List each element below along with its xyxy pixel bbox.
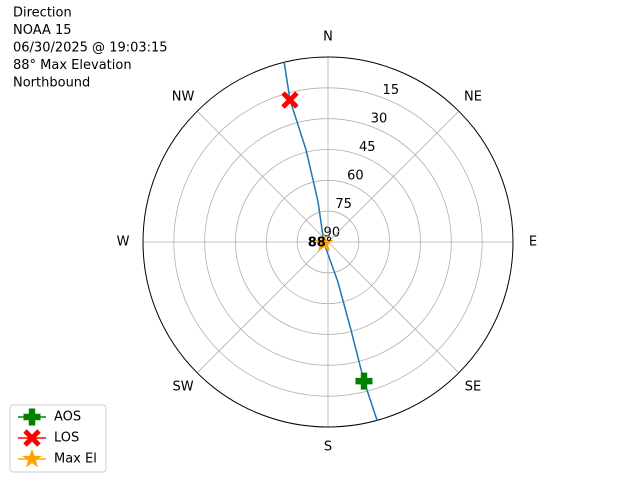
grid-spoke [327,110,460,243]
title-line: 88° Max Elevation [13,58,132,73]
legend: AOS LOS Max El [9,404,107,473]
r-tick-label: 60 [347,168,364,183]
theta-tick-label: SE [465,379,481,394]
legend-label: AOS [54,410,81,425]
r-tick-label: 75 [335,197,352,212]
annotation: 88° [308,236,333,251]
title-line: NOAA 15 [13,23,72,38]
theta-tick-label: E [529,235,537,250]
theta-tick-label: SW [172,379,193,394]
theta-tick-label: W [117,235,130,250]
title-line: 06/30/2025 @ 19:03:15 [13,41,168,56]
title-line: Direction [13,6,72,21]
point-marker [355,372,373,390]
point-marker [281,91,299,109]
polar-frame [142,56,514,428]
theta-tick-label: N [323,30,333,45]
r-tick-label: 15 [383,83,400,98]
title-line: Northbound [13,76,90,91]
grid-spoke [196,110,329,243]
grid-spoke [327,241,460,374]
grid-spoke [196,241,329,374]
legend-marker [22,448,42,468]
theta-tick-label: NW [172,90,195,105]
theta-tick-label: NE [464,90,482,105]
legend-label: Max El [54,452,97,467]
theta-tick-label: S [324,440,332,455]
r-tick-label: 30 [371,111,388,126]
point-marker [314,232,334,252]
legend-marker [23,429,41,447]
legend-marker [23,408,41,426]
legend-label: LOS [54,431,79,446]
r-tick-label: 45 [359,140,376,155]
